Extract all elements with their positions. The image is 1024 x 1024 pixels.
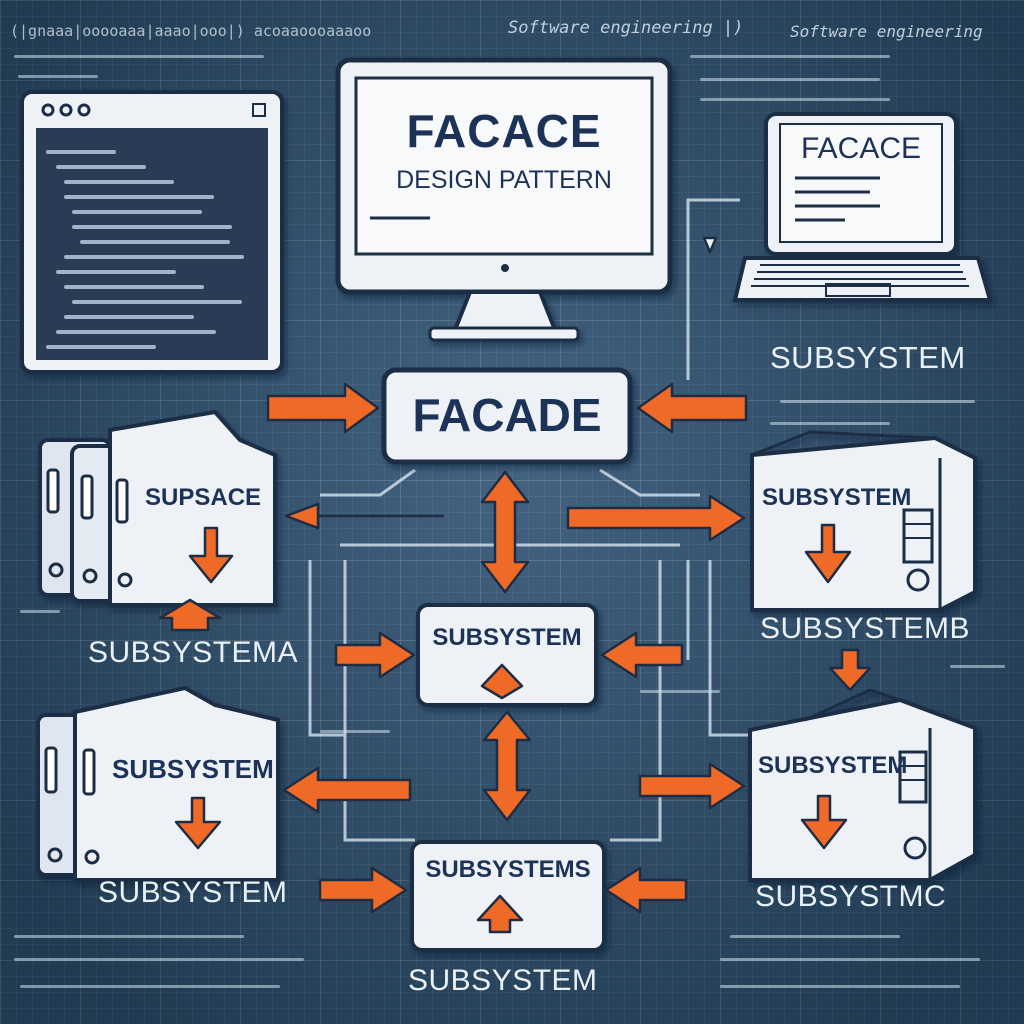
window-dot-icon: [77, 103, 91, 117]
header-text-center: Software engineering |): [508, 18, 744, 38]
connector-line: [599, 468, 700, 497]
binder-stack-top: [38, 409, 277, 607]
arrow-right-icon: [318, 866, 408, 914]
connector-line: [610, 560, 662, 842]
up-glyph-icon: [476, 894, 524, 934]
down-glyph-icon: [804, 523, 852, 584]
connector-line: [308, 560, 345, 737]
arrow-up-down-icon: [482, 710, 532, 822]
arrow-up-icon: [158, 598, 222, 632]
server-box-top: [750, 430, 977, 612]
server-title-top: SUBSYSTEM: [762, 484, 912, 511]
trackpad-icon: [825, 283, 891, 297]
subsystem-label-top-right: SUBSYSTEM: [770, 340, 966, 375]
server-box-bottom: [748, 688, 977, 882]
arrow-up-down-icon: [480, 470, 530, 594]
up-down-glyph-icon: [480, 663, 524, 700]
facade-label: FACADE: [412, 389, 602, 441]
center-box-title: SUBSYSTEM: [432, 624, 582, 651]
bottom-subsystem-box: [410, 840, 606, 952]
monitor-title: FACACE: [406, 105, 602, 157]
down-glyph-icon: [800, 794, 848, 850]
laptop-title: FACACE: [800, 132, 922, 165]
facade-box: [381, 367, 633, 465]
arrow-right-icon: [334, 631, 416, 679]
down-glyph-icon: [174, 796, 222, 850]
window-button-icon: [252, 103, 266, 117]
connector-line: [320, 468, 416, 497]
arrow-left-icon: [636, 382, 748, 434]
arrow-left-icon: [600, 631, 684, 679]
subsystem-label-bottom-left: SUBSYSTEM: [98, 876, 288, 909]
subsystem-label-c: SUBSYSTMC: [755, 880, 947, 913]
header-text-left: (|gnaaa|ooooaaa|aaao|ooo|) acoaaoooaaaoo: [10, 22, 372, 40]
connector-line: [708, 560, 760, 737]
window-dot-icon: [41, 103, 55, 117]
subsystem-label-a: SUBSYSTEMA: [88, 636, 299, 669]
binder-stack-bottom: [36, 685, 280, 882]
arrow-left-icon: [282, 766, 412, 814]
arrow-left-icon: [284, 502, 444, 530]
arrow-right-icon: [266, 382, 380, 434]
power-icon: [501, 264, 509, 272]
monitor-subtitle: DESIGN PATTERN: [396, 166, 612, 194]
arrow-right-icon: [638, 762, 746, 810]
arrow-right-icon: [566, 494, 746, 542]
arrow-left-icon: [604, 866, 688, 914]
monitor: [335, 57, 673, 342]
arrows: [158, 236, 872, 934]
bottom-box-title: SUBSYSTEMS: [425, 856, 591, 883]
subsystem-label-b: SUBSYSTEMB: [760, 612, 971, 645]
arrow-down-icon: [702, 236, 718, 254]
binder-title-bottom: SUBSYSTEM: [112, 754, 274, 784]
arrow-down-icon: [828, 648, 872, 692]
center-subsystem-box: [416, 603, 598, 707]
window-dot-icon: [59, 103, 73, 117]
down-glyph-icon: [188, 526, 234, 584]
laptop: [732, 112, 993, 302]
header-text-right: Software engineering: [790, 22, 983, 41]
connector-line: [686, 198, 740, 380]
server-title-bottom: SUBSYSTEM: [758, 752, 908, 779]
keyboard-icon: [751, 264, 969, 287]
subsystem-label-bottom: SUBSYSTEM: [408, 964, 598, 997]
binder-title-top: SUPSACE: [145, 484, 262, 511]
